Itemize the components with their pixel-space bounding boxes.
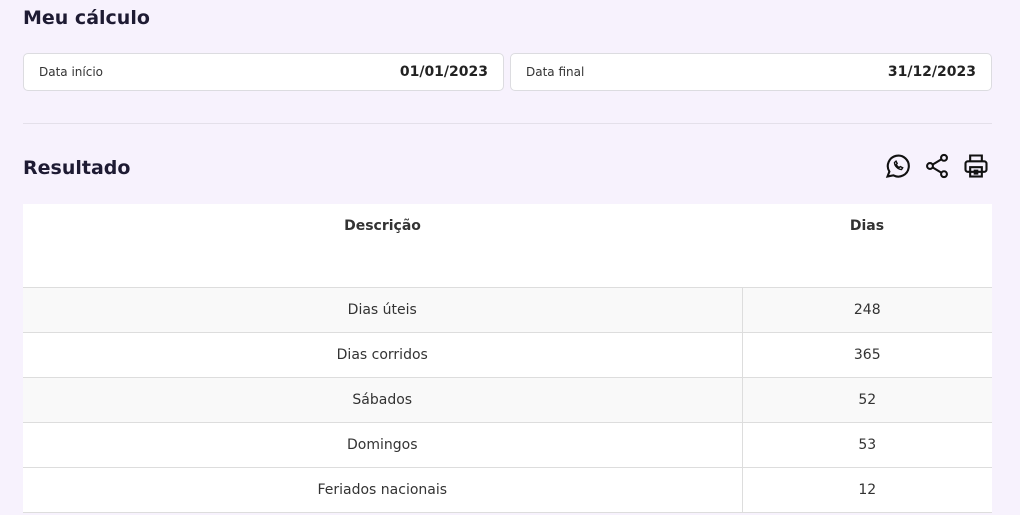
header-description: Descrição	[23, 204, 742, 288]
table-row: Dias corridos 365	[23, 332, 992, 378]
row-days: 248	[741, 287, 992, 333]
result-table: Descrição Dias Dias úteis 248 Dias corrid…	[23, 204, 992, 513]
row-days: 365	[741, 332, 992, 378]
table-row: Sábados 52	[23, 377, 992, 423]
whatsapp-icon[interactable]	[884, 152, 912, 184]
row-description: Feriados nacionais	[23, 467, 742, 513]
row-days: 53	[741, 422, 992, 468]
result-title: Resultado	[23, 157, 131, 179]
table-row: Feriados nacionais 12	[23, 467, 992, 513]
row-description: Dias úteis	[23, 287, 742, 333]
table-row: Domingos 53	[23, 422, 992, 468]
header-days: Dias	[742, 204, 992, 288]
end-date-field[interactable]: Data final 31/12/2023	[510, 53, 992, 91]
start-date-value: 01/01/2023	[399, 64, 488, 80]
row-description: Domingos	[23, 422, 742, 468]
print-icon[interactable]	[962, 152, 990, 184]
share-icon[interactable]	[923, 152, 951, 184]
row-days: 52	[741, 377, 992, 423]
row-description: Dias corridos	[23, 332, 742, 378]
calc-title: Meu cálculo	[23, 7, 150, 29]
divider	[23, 123, 992, 124]
row-days: 12	[741, 467, 992, 513]
end-date-label: Data final	[526, 65, 585, 79]
table-row: Dias úteis 248	[23, 287, 992, 333]
start-date-label: Data início	[39, 65, 104, 79]
start-date-field[interactable]: Data início 01/01/2023	[23, 53, 504, 91]
end-date-value: 31/12/2023	[887, 64, 976, 80]
row-description: Sábados	[23, 377, 742, 423]
